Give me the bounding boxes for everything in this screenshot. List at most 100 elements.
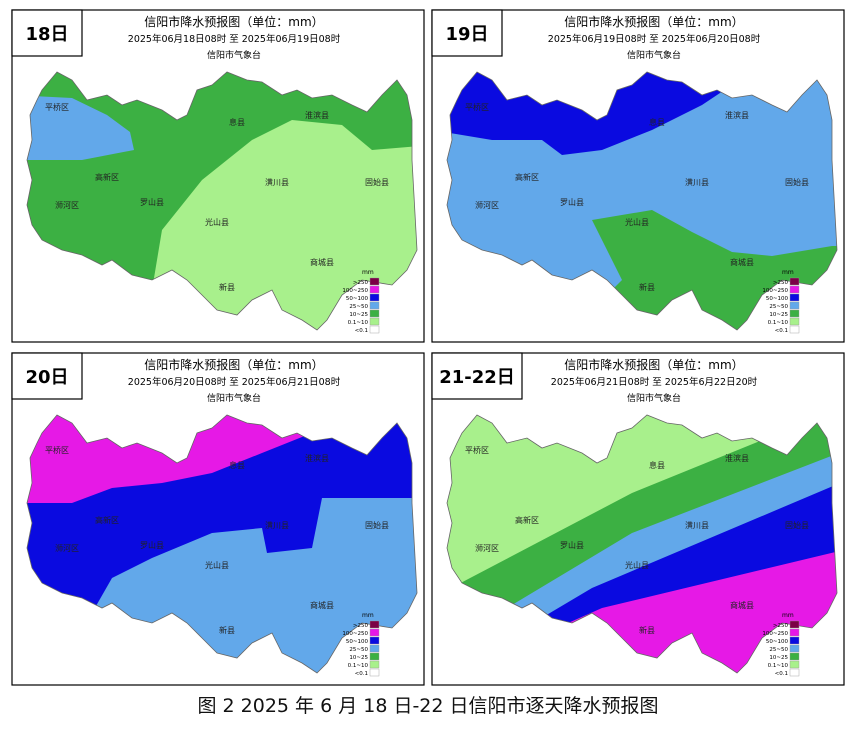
legend-swatch xyxy=(789,668,800,677)
legend-swatch xyxy=(789,317,800,326)
panel: 19日 信阳市降水预报图（单位：mm） 2025年06月19日08时 至 2025年… xyxy=(431,9,845,343)
map-period: 2025年06月18日08时 至 2025年06月19日08时 xyxy=(128,33,341,45)
legend-label: 10~25 xyxy=(349,312,368,318)
county-label: 浉河区 xyxy=(475,200,499,210)
county-label: 新县 xyxy=(639,282,655,292)
legend-swatch xyxy=(789,652,800,661)
legend-label: 50~100 xyxy=(346,296,369,302)
panel: 20日 信阳市降水预报图（单位：mm） 2025年06月20日08时 至 2025年… xyxy=(11,352,425,686)
day-box xyxy=(11,9,83,57)
issuer: 信阳市气象台 xyxy=(207,49,261,61)
precip-zone xyxy=(27,95,134,160)
legend-swatch xyxy=(789,301,800,310)
county-label: 固始县 xyxy=(365,177,389,187)
panel-border xyxy=(11,352,425,686)
county-label: 淮滨县 xyxy=(305,453,329,463)
legend-label: 10~25 xyxy=(769,312,788,318)
panel-border xyxy=(431,9,845,343)
legend-swatch xyxy=(789,309,800,318)
legend-swatch xyxy=(789,644,800,653)
legend-swatch xyxy=(369,636,380,645)
issuer: 信阳市气象台 xyxy=(207,392,261,404)
county-label: 罗山县 xyxy=(140,197,164,207)
legend-label: 100~250 xyxy=(762,631,788,637)
legend-label: <0.1 xyxy=(355,328,368,334)
legend-label: >250 xyxy=(773,280,789,286)
county-label: 商城县 xyxy=(730,600,754,610)
county-label: 光山县 xyxy=(205,217,229,227)
day-label: 19日 xyxy=(445,24,488,45)
county-label: 息县 xyxy=(229,460,245,470)
legend-label: <0.1 xyxy=(775,671,788,677)
legend-swatch xyxy=(369,277,380,286)
panel-border xyxy=(431,352,845,686)
legend-swatch xyxy=(369,317,380,326)
county-label: 高新区 xyxy=(95,172,119,182)
legend-label: 50~100 xyxy=(346,639,369,645)
county-label: 光山县 xyxy=(205,560,229,570)
county-label: 潢川县 xyxy=(685,520,709,530)
legend-swatch xyxy=(369,652,380,661)
legend-unit: mm xyxy=(362,612,374,619)
legend-swatch xyxy=(789,620,800,629)
county-label: 淮滨县 xyxy=(725,453,749,463)
legend-label: 50~100 xyxy=(766,639,789,645)
legend-unit: mm xyxy=(782,269,794,276)
legend-swatch xyxy=(369,620,380,629)
county-label: 淮滨县 xyxy=(305,110,329,120)
county-label: 罗山县 xyxy=(140,540,164,550)
legend-swatch xyxy=(789,285,800,294)
county-label: 罗山县 xyxy=(560,540,584,550)
map-period: 2025年06月20日08时 至 2025年06月21日08时 xyxy=(128,376,341,388)
day-box xyxy=(431,9,503,57)
legend-label: 10~25 xyxy=(769,655,788,661)
county-label: 商城县 xyxy=(310,600,334,610)
map-period: 2025年06月19日08时 至 2025年06月20日08时 xyxy=(548,33,761,45)
legend-label: >250 xyxy=(353,280,369,286)
legend-label: 25~50 xyxy=(349,304,368,310)
county-label: 新县 xyxy=(219,625,235,635)
legend-swatch xyxy=(369,325,380,334)
legend-unit: mm xyxy=(362,269,374,276)
county-label: 平桥区 xyxy=(45,445,69,455)
legend-swatch xyxy=(789,636,800,645)
legend-swatch xyxy=(369,301,380,310)
map-outline xyxy=(446,71,838,331)
county-label: 固始县 xyxy=(785,177,809,187)
county-label: 高新区 xyxy=(515,172,539,182)
precip-zone xyxy=(447,415,837,598)
county-label: 新县 xyxy=(219,282,235,292)
map-outline xyxy=(446,414,838,674)
legend-unit: mm xyxy=(782,612,794,619)
map-title: 信阳市降水预报图（单位：mm） xyxy=(564,14,743,29)
county-label: 潢川县 xyxy=(265,520,289,530)
map-title: 信阳市降水预报图（单位：mm） xyxy=(144,14,323,29)
panel-border xyxy=(11,9,425,343)
county-label: 潢川县 xyxy=(265,177,289,187)
panel: 18日 信阳市降水预报图（单位：mm） 2025年06月18日08时 至 2025年… xyxy=(11,9,425,343)
issuer: 信阳市气象台 xyxy=(627,49,681,61)
county-label: 浉河区 xyxy=(55,543,79,553)
county-label: 光山县 xyxy=(625,217,649,227)
county-label: 浉河区 xyxy=(475,543,499,553)
day-label: 20日 xyxy=(25,367,68,388)
county-label: 息县 xyxy=(229,117,245,127)
caption: 图 2 2025 年 6 月 18 日-22 日信阳市逐天降水预报图 xyxy=(197,695,658,717)
legend-label: 25~50 xyxy=(349,647,368,653)
day-label: 18日 xyxy=(25,24,68,45)
county-label: 商城县 xyxy=(310,257,334,267)
legend-label: 50~100 xyxy=(766,296,789,302)
legend-swatch xyxy=(369,668,380,677)
county-label: 罗山县 xyxy=(560,197,584,207)
legend-label: 25~50 xyxy=(769,647,788,653)
legend-label: 10~25 xyxy=(349,655,368,661)
legend-swatch xyxy=(369,644,380,653)
legend-label: 100~250 xyxy=(762,288,788,294)
legend-swatch xyxy=(369,628,380,637)
legend-swatch xyxy=(369,285,380,294)
legend-swatch xyxy=(369,660,380,669)
legend-swatch xyxy=(789,293,800,302)
day-box xyxy=(11,352,83,400)
